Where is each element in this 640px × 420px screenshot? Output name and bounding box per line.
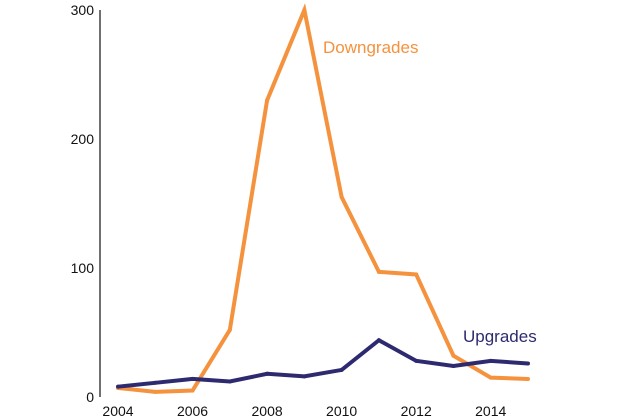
x-tick-label-2014: 2014 — [475, 403, 506, 419]
upgrades-point-2005 — [153, 380, 158, 385]
upgrades-point-2014 — [488, 358, 493, 363]
downgrades-point-2013 — [451, 353, 456, 358]
x-tick-label-2008: 2008 — [252, 403, 283, 419]
downgrades-series-label: Downgrades — [323, 38, 418, 57]
x-tick-label-2004: 2004 — [102, 403, 133, 419]
upgrades-point-2012 — [414, 358, 419, 363]
x-tick-label-2006: 2006 — [177, 403, 208, 419]
downgrades-point-2008 — [265, 98, 270, 103]
upgrades-point-2013 — [451, 364, 456, 369]
downgrades-point-2005 — [153, 389, 158, 394]
downgrades-point-2007 — [227, 327, 232, 332]
y-tick-label-100: 100 — [71, 260, 95, 276]
upgrades-series-label: Upgrades — [463, 327, 537, 346]
upgrades-point-2010 — [339, 367, 344, 372]
x-tick-label-2012: 2012 — [401, 403, 432, 419]
y-tick-label-300: 300 — [71, 2, 95, 18]
y-axis-ticks: 0 100 200 300 — [71, 2, 95, 405]
upgrades-point-2007 — [227, 379, 232, 384]
upgrades-line — [117, 337, 529, 389]
downgrades-line — [117, 3, 529, 394]
downgrades-point-2006 — [190, 388, 195, 393]
y-tick-label-200: 200 — [71, 131, 95, 147]
downgrades-point-2015 — [526, 376, 530, 381]
x-tick-label-2010: 2010 — [326, 403, 357, 419]
downgrades-point-2012 — [414, 272, 419, 277]
y-tick-label-0: 0 — [86, 389, 94, 405]
upgrades-point-2011 — [376, 338, 381, 343]
x-axis-ticks: 2004 2006 2008 2010 2012 2014 — [102, 403, 506, 419]
downgrades-point-2014 — [488, 375, 493, 380]
downgrades-point-2010 — [339, 195, 344, 200]
axes: 0 100 200 300 2004 2006 2008 2010 2012 2014 — [71, 2, 507, 419]
upgrades-point-2006 — [190, 376, 195, 381]
downgrades-point-2009 — [302, 8, 307, 12]
upgrades-point-2008 — [265, 371, 270, 376]
downgrades-point-2011 — [376, 269, 381, 274]
upgrades-point-2009 — [302, 374, 307, 379]
series-lines — [116, 3, 530, 394]
series-labels: Downgrades Upgrades — [323, 38, 537, 346]
upgrades-point-2015 — [526, 361, 530, 366]
upgrades-point-2004 — [116, 384, 120, 389]
